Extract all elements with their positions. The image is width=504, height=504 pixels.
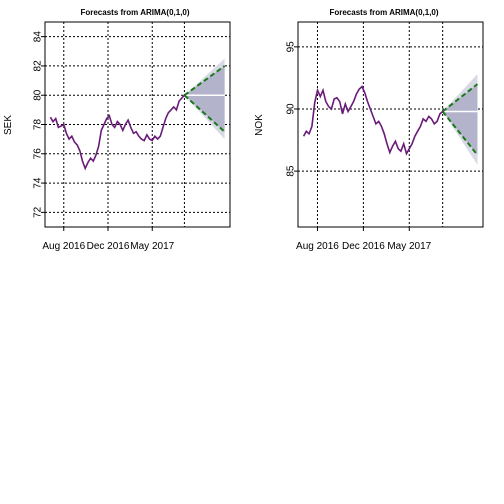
forecast-interval [183,58,226,140]
forecast-upper-line [442,83,479,113]
y-tick-label: 72 [33,206,44,218]
grid-lines [298,22,483,227]
chart-panel-sek: Forecasts from ARIMA(0,1,0) SEK 72 74 76 78… [3,8,231,252]
chart-panel-nok: Forecasts from ARIMA(0,1,0) NOK 85 90 95 A… [254,8,484,252]
y-axis-ticks: 72 74 76 78 80 82 84 [33,31,45,218]
x-tick-label: Dec 2016 [342,241,385,252]
series-layer [49,94,185,171]
plot-area-frame [297,21,484,228]
series-line-observed [49,94,185,171]
y-axis-label: SEK [3,115,14,135]
series-layer [302,85,444,156]
forecast-band-80 [442,84,478,155]
forecast-band-80 [184,65,225,132]
y-tick-label: 80 [33,89,44,101]
x-tick-label: May 2017 [130,241,174,252]
x-tick-label: Dec 2016 [87,241,130,252]
forecast-lower-line [441,110,479,156]
y-tick-label: 74 [33,177,44,189]
y-tick-label: 90 [286,103,297,115]
y-axis-label: NOK [254,114,265,136]
x-tick-label: Aug 2016 [296,241,339,252]
forecast-interval [441,74,479,165]
forecast-lower-line [183,94,226,133]
y-tick-label: 82 [33,60,44,72]
x-axis-ticks: Aug 2016 Dec 2016 May 2017 [42,227,175,252]
x-tick-label: Aug 2016 [42,241,85,252]
x-tick-label: May 2017 [387,241,431,252]
y-tick-label: 78 [33,119,44,131]
y-tick-label: 84 [33,31,44,43]
y-axis-ticks: 85 90 95 [286,41,298,177]
series-line-observed [302,85,444,156]
chart-title: Forecasts from ARIMA(0,1,0) [329,8,438,17]
forecast-upper-line [183,65,226,97]
y-tick-label: 76 [33,148,44,160]
y-tick-label: 85 [286,165,297,177]
x-axis-ticks: Aug 2016 Dec 2016 May 2017 [296,227,432,252]
y-tick-label: 95 [286,41,297,53]
chart-title: Forecasts from ARIMA(0,1,0) [80,8,189,17]
grid-lines [45,22,230,227]
